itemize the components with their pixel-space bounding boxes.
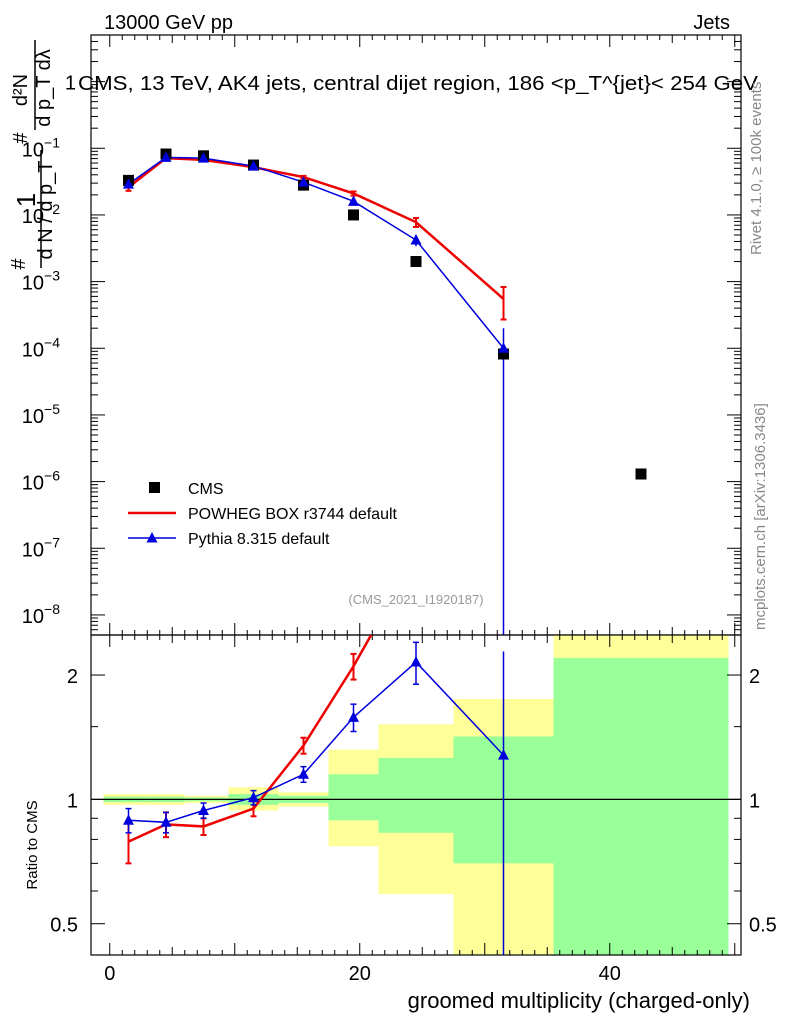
legend: CMS POWHEG BOX r3744 default Pythia 8.315 … bbox=[128, 481, 398, 548]
main-panel: 10−8 10−7 10−6 10−5 10−4 10−3 10−2 10−1 1 bbox=[22, 34, 742, 636]
rivet-version-label: Rivet 4.1.0, ≥ 100k events bbox=[748, 82, 765, 255]
x-axis-title: groomed multiplicity (charged-only) bbox=[408, 988, 750, 1013]
ratio-series-group bbox=[123, 635, 509, 955]
svg-text:d²N: d²N bbox=[10, 74, 32, 106]
ratio-y-tick-label-right: 2 bbox=[749, 666, 760, 688]
x-tick-label: 0 bbox=[104, 963, 115, 985]
main-y-axis-title: 1 d N / d p_T # d²N d p_T dλ # bbox=[8, 40, 57, 270]
y-tick-label: 10−1 bbox=[22, 134, 60, 161]
ratio-y-tick-label: 1 bbox=[67, 790, 78, 812]
svg-text:#: # bbox=[10, 132, 32, 144]
plot-title: CMS, 13 TeV, AK4 jets, central dijet reg… bbox=[78, 73, 759, 95]
x-tick-label: 20 bbox=[349, 963, 371, 985]
legend-label: CMS bbox=[188, 481, 224, 498]
ratio-pythia-point bbox=[248, 791, 259, 803]
powheg-line bbox=[127, 156, 505, 300]
ratio-pythia-point bbox=[298, 768, 309, 779]
legend-label: POWHEG BOX r3744 default bbox=[188, 506, 398, 523]
svg-text:d p_T dλ: d p_T dλ bbox=[33, 49, 55, 126]
header-category-label: Jets bbox=[693, 12, 730, 34]
pythia-point bbox=[498, 342, 509, 353]
ratio-frame bbox=[90, 634, 742, 956]
ratio-y-tick-label-right: 0.5 bbox=[749, 915, 777, 937]
x-tick-label: 40 bbox=[599, 963, 621, 985]
pythia-point bbox=[160, 151, 172, 162]
cms-data-point bbox=[635, 468, 647, 480]
ratio-panel: 0 20 40 0.5 0.5 1 1 2 2 bbox=[50, 35, 777, 985]
cms-data-point bbox=[348, 209, 359, 221]
y-tick-label: 10−6 bbox=[22, 468, 60, 495]
legend-cms-marker bbox=[149, 482, 160, 493]
svg-text:#: # bbox=[8, 258, 30, 270]
y-tick-label: 10−4 bbox=[22, 334, 60, 361]
ratio-pythia-point bbox=[198, 804, 209, 815]
cms-data-point bbox=[498, 348, 509, 360]
ratio-pythia-point bbox=[498, 749, 509, 760]
y-tick-label: 1 bbox=[65, 73, 76, 95]
cms-data-point bbox=[410, 256, 422, 268]
pythia-line bbox=[128, 156, 505, 349]
pythia-point bbox=[123, 178, 134, 189]
header-energy-label: 13000 GeV pp bbox=[104, 12, 233, 34]
ratio-pythia-line bbox=[128, 661, 505, 824]
ratio-band-inner bbox=[553, 657, 729, 955]
y-tick-label: 10−7 bbox=[22, 534, 60, 561]
svg-text:d N / d p_T: d N / d p_T bbox=[35, 161, 57, 260]
svg-text:1: 1 bbox=[11, 193, 41, 207]
ratio-band-inner bbox=[378, 757, 454, 833]
y-tick-label: 10−8 bbox=[22, 601, 60, 628]
ratio-y-axis-title: Ratio to CMS bbox=[24, 800, 41, 889]
ratio-y-tick-label: 2 bbox=[67, 666, 78, 688]
ratio-y-tick-label: 0.5 bbox=[50, 915, 78, 937]
ratio-pythia-point bbox=[123, 814, 134, 825]
legend-pythia-marker bbox=[146, 532, 158, 543]
pythia-point bbox=[348, 195, 359, 206]
pythia-point bbox=[410, 234, 422, 245]
pythia-point bbox=[298, 176, 309, 187]
ratio-band-inner bbox=[328, 774, 379, 821]
y-tick-label: 10−5 bbox=[22, 401, 60, 428]
y-tick-label: 10−3 bbox=[22, 268, 60, 295]
ratio-pythia-point bbox=[410, 656, 422, 667]
ratio-pythia-point bbox=[160, 816, 172, 827]
pythia-point bbox=[248, 160, 259, 171]
legend-label: Pythia 8.315 default bbox=[188, 531, 330, 548]
y-tick-label: 10−2 bbox=[22, 201, 60, 228]
mcplots-credit-label: mcplots.cern.ch [arXiv:1306.3436] bbox=[752, 403, 769, 630]
ratio-pythia-point bbox=[348, 711, 359, 722]
ratio-y-tick-label-right: 1 bbox=[749, 790, 760, 812]
pythia-point bbox=[198, 152, 209, 163]
analysis-id-label: (CMS_2021_I1920187) bbox=[348, 592, 483, 607]
